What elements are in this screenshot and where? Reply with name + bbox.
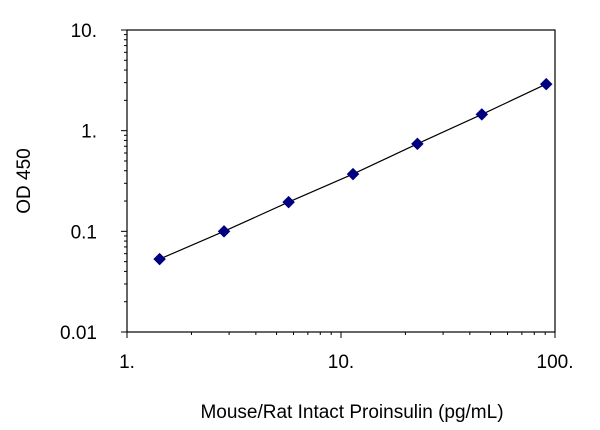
x-tick-label: 10. <box>328 352 354 373</box>
ticks-layer: 0.01 0.1 1. 10. 1. 10. 100. <box>60 21 573 373</box>
data-point <box>475 108 489 121</box>
y-tick-label: 10. <box>71 21 97 42</box>
y-tick-label: 1. <box>81 122 97 143</box>
data-point <box>411 137 424 151</box>
y-tick-label: 0.1 <box>71 222 97 243</box>
data-point <box>282 195 295 209</box>
data-point <box>153 252 166 266</box>
plot-area <box>126 29 556 333</box>
data-point <box>539 77 553 91</box>
x-tick-label: 100. <box>537 352 574 373</box>
data-point <box>346 167 360 181</box>
data-point <box>217 224 231 238</box>
y-tick-label: 0.01 <box>60 323 97 344</box>
x-tick-label: 1. <box>119 352 135 373</box>
x-axis-label: Mouse/Rat Intact Proinsulin (pg/mL) <box>200 402 503 423</box>
y-axis-label: OD 450 <box>14 148 35 213</box>
marks-layer <box>153 77 553 266</box>
